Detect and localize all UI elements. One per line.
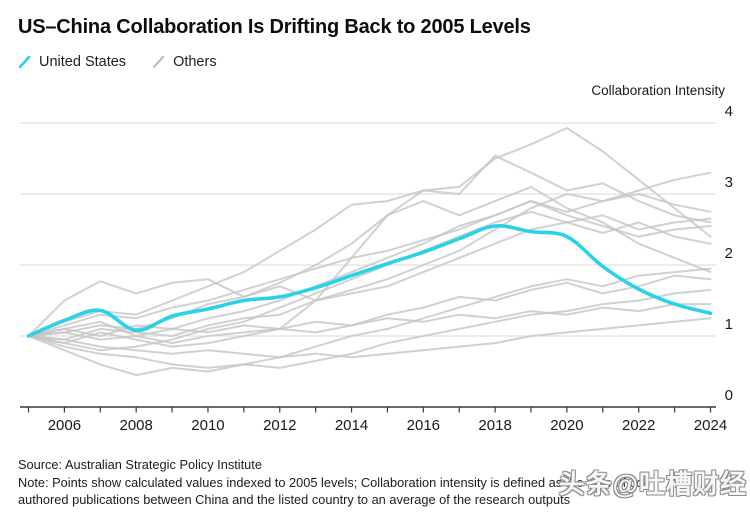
x-tick-label-2014: 2014 — [335, 417, 368, 434]
legend: United States Others — [18, 54, 217, 70]
others-line-4 — [27, 193, 712, 337]
note-text-line2: authored publications between China and … — [18, 492, 571, 507]
others-line-7 — [27, 221, 712, 337]
note-text-line1: Note: Points show calculated values inde… — [18, 474, 648, 490]
y-tick-label-1: 1 — [725, 316, 733, 333]
y-tick-label-2: 2 — [725, 245, 733, 262]
others-line-9 — [27, 274, 712, 348]
others-line-11 — [27, 303, 712, 341]
others-line-marker-icon — [152, 55, 165, 68]
others-line-13 — [27, 185, 712, 345]
source-text: Source: Australian Strategic Policy Inst… — [18, 457, 262, 472]
others-line-8 — [27, 267, 712, 377]
y-tick-label-0: 0 — [725, 387, 733, 404]
others-line-3 — [27, 171, 712, 341]
watermark-text: 头条@吐槽财经 — [558, 469, 747, 499]
others-line-10 — [27, 288, 712, 369]
others-line-2 — [27, 154, 712, 337]
chart-footer: Source: Australian Strategic Policy Inst… — [18, 456, 732, 509]
x-tick-label-2010: 2010 — [191, 417, 224, 434]
page-title: US–China Collaboration Is Drifting Back … — [18, 16, 531, 38]
others-line-5 — [27, 210, 712, 352]
y-tick-label-3: 3 — [725, 174, 733, 191]
x-tick-label-2024: 2024 — [694, 417, 727, 434]
legend-item-others: Others — [152, 54, 217, 70]
x-tick-label-2016: 2016 — [407, 417, 440, 434]
x-tick-label-2006: 2006 — [48, 417, 81, 434]
y-tick-label-4: 4 — [725, 103, 733, 120]
y-axis-title: Collaboration Intensity — [591, 83, 725, 98]
others-line-1 — [27, 127, 712, 337]
x-tick-label-2020: 2020 — [550, 417, 583, 434]
x-tick-label-2008: 2008 — [119, 417, 152, 434]
legend-label-united-states: United States — [39, 54, 127, 70]
us-line-marker-icon — [18, 55, 31, 68]
legend-item-united-states: United States — [18, 54, 126, 70]
united-states-line — [26, 224, 713, 338]
others-line-12 — [27, 317, 712, 359]
legend-label-others: Others — [173, 54, 217, 70]
x-tick-label-2012: 2012 — [263, 417, 296, 434]
x-tick-label-2022: 2022 — [622, 417, 655, 434]
others-line-6 — [27, 200, 712, 337]
x-tick-label-2018: 2018 — [478, 417, 511, 434]
